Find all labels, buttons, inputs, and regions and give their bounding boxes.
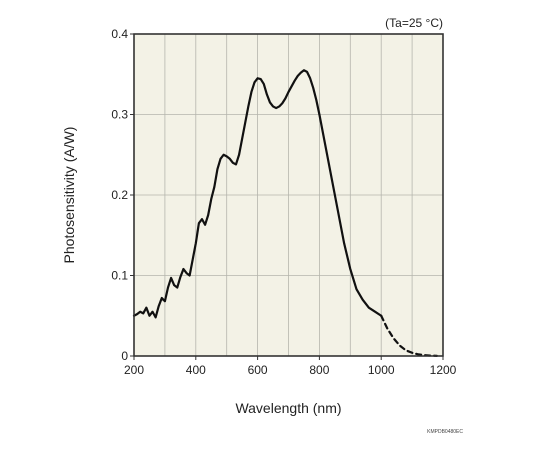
y-tick-label: 0 [121,349,128,363]
series-line-solid [132,69,383,319]
y-axis-ticks: 0 0.1 0.2 0.3 0.4 [111,27,134,363]
x-tick-label: 400 [186,363,206,377]
grid [134,34,443,356]
x-axis-ticks: 200 400 600 800 1000 1200 [124,356,457,377]
x-tick-label: 800 [309,363,329,377]
x-tick-label: 1000 [368,363,395,377]
x-tick-label: 1200 [430,363,457,377]
x-axis-title: Wavelength (nm) [235,400,341,416]
temperature-annotation: (Ta=25 °C) [385,16,443,30]
x-tick-label: 200 [124,363,144,377]
y-tick-label: 0.3 [111,108,128,122]
y-tick-label: 0.2 [111,188,128,202]
y-tick-label: 0.4 [111,27,128,41]
y-tick-label: 0.1 [111,269,128,283]
y-axis-title: Photosensitivity (A/W) [61,127,77,264]
x-tick-label: 600 [248,363,268,377]
figure-code: KMPDB0480EC [427,429,463,435]
